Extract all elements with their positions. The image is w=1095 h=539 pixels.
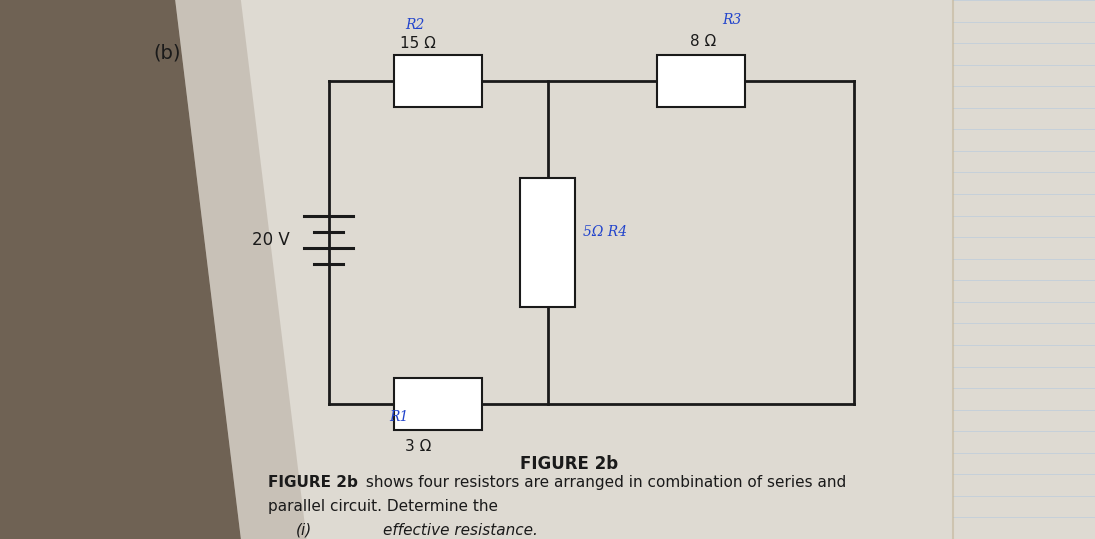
Text: 3 Ω: 3 Ω — [405, 439, 431, 454]
Bar — [657, 55, 745, 107]
Polygon shape — [0, 0, 241, 539]
Polygon shape — [175, 0, 307, 539]
Text: 15 Ω: 15 Ω — [400, 36, 436, 51]
Text: effective resistance.: effective resistance. — [383, 523, 538, 538]
Text: 5Ω R4: 5Ω R4 — [583, 225, 626, 239]
Text: R2: R2 — [405, 18, 425, 32]
Text: shows four resistors are arranged in combination of series and: shows four resistors are arranged in com… — [361, 475, 846, 490]
Text: (i): (i) — [296, 523, 312, 538]
Text: 8 Ω: 8 Ω — [690, 33, 716, 49]
Bar — [394, 55, 482, 107]
Text: FIGURE 2b: FIGURE 2b — [268, 475, 358, 490]
Bar — [520, 178, 575, 307]
Text: FIGURE 2b: FIGURE 2b — [520, 455, 619, 473]
Text: 20 V: 20 V — [253, 231, 290, 249]
Text: (b): (b) — [153, 43, 181, 62]
Text: R3: R3 — [723, 13, 742, 27]
Bar — [394, 378, 482, 430]
Text: R1: R1 — [389, 410, 408, 424]
Text: parallel circuit. Determine the: parallel circuit. Determine the — [268, 499, 498, 514]
